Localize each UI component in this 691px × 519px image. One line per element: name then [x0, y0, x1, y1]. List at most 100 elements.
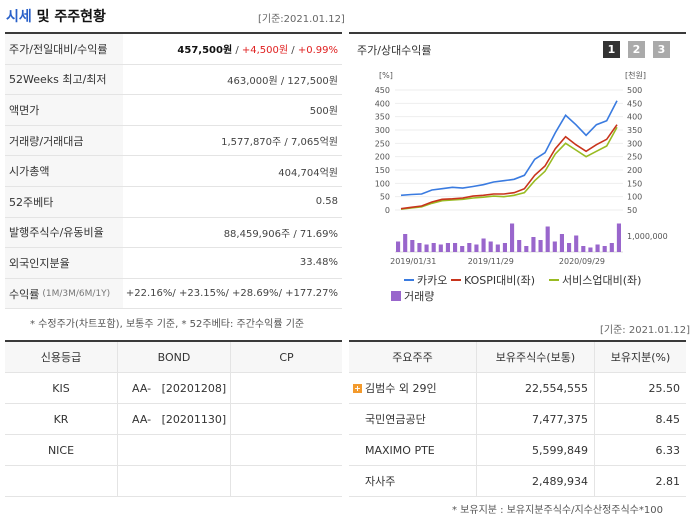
- bond-date: [20201130]: [161, 412, 227, 426]
- shares-cell: 7,477,375: [477, 404, 595, 434]
- legend-swatch: [391, 291, 401, 301]
- quote-row-volume: 거래량/거래대금 1,577,870주 / 7,065억원: [5, 125, 342, 157]
- quote-label: 52Weeks 최고/최저: [5, 64, 123, 95]
- table-row: 국민연금공단 7,477,375 8.45: [349, 404, 686, 435]
- quote-table: 주가/전일대비/수익률 457,500원 / +4,500원 / +0.99% …: [5, 32, 342, 310]
- pct-cell: 8.45: [655, 412, 681, 426]
- separator: /: [288, 45, 298, 57]
- volume-bar: [396, 241, 401, 252]
- separator: /: [232, 45, 242, 57]
- credit-rating-table: 신용등급 BOND CP KIS AA- [20201208] KR AA- […: [5, 340, 342, 497]
- quote-value: 500원: [309, 106, 338, 118]
- left-tick-label: 100: [375, 179, 390, 188]
- quote-label: 52주베타: [5, 186, 123, 217]
- quote-row-returns: 수익률 (1M/3M/6M/1Y) +22.16%/ +23.15%/ +28.…: [5, 278, 342, 310]
- right-tick-label: 350: [627, 126, 642, 135]
- left-axis-unit: [%]: [379, 71, 393, 80]
- volume-bar: [552, 241, 557, 252]
- volume-bar: [538, 240, 543, 252]
- quote-row-market-cap: 시가총액 404,704억원: [5, 156, 342, 187]
- volume-bar: [595, 244, 600, 252]
- quote-label: 발행주식수/유동비율: [5, 217, 123, 248]
- pct-cell: 2.81: [655, 474, 681, 488]
- chart-title: 주가/상대수익률: [357, 44, 432, 57]
- page-title-highlight: 시세: [6, 9, 32, 25]
- bond-grade: AA-: [132, 412, 152, 426]
- column-header: BOND: [118, 342, 231, 372]
- chart-page-3-button[interactable]: 3: [653, 41, 670, 58]
- left-tick-label: 50: [380, 193, 390, 202]
- right-tick-label: 450: [627, 99, 642, 108]
- return-6m: +28.69%: [232, 288, 279, 300]
- holders-footnote: * 보유지분 : 보유지분주식수/지수산정주식수*100: [452, 505, 663, 516]
- left-tick-label: 200: [375, 153, 390, 162]
- legend-service: 서비스업대비(좌): [549, 272, 641, 288]
- quote-row-shares: 발행주식수/유동비율 88,459,906주 / 71.69%: [5, 217, 342, 249]
- left-tick-label: 250: [375, 139, 390, 148]
- agency-cell: KR: [5, 404, 118, 434]
- volume-tick-label: 1,000,000: [627, 232, 668, 241]
- right-axis-unit: [천원]: [625, 70, 646, 80]
- volume-bar: [424, 244, 429, 252]
- returns-periods: (1M/3M/6M/1Y): [42, 288, 111, 299]
- legend-volume: 거래량: [391, 288, 434, 304]
- shares-cell: 22,554,555: [477, 373, 595, 403]
- quote-row-foreign: 외국인지분율 33.48%: [5, 248, 342, 279]
- volume-bar: [495, 244, 500, 252]
- chart-page-1-button[interactable]: 1: [603, 41, 620, 58]
- column-header: 주요주주: [349, 342, 477, 372]
- chart-panel: 주가/상대수익률 1 2 3 [%] [천원] 450 500 400 450 350 400…: [349, 32, 686, 303]
- quote-value: +22.16%/ +23.15%/ +28.69%/ +177.27%: [125, 288, 338, 300]
- column-header: 보유주식수(보통): [477, 342, 595, 372]
- holder-name-cell: MAXIMO PTE: [349, 435, 477, 465]
- quote-value: 0.58: [315, 196, 338, 208]
- table-row: MAXIMO PTE 5,599,849 6.33: [349, 435, 686, 466]
- return-3m: +23.15%: [178, 288, 226, 300]
- right-tick-label: 300: [627, 139, 642, 148]
- quote-label: 외국인지분율: [5, 248, 123, 278]
- right-tick-label: 200: [627, 166, 642, 175]
- cp-cell: [231, 466, 342, 496]
- volume-bar: [602, 246, 607, 252]
- quote-row-52weeks: 52Weeks 최고/최저 463,000원 / 127,500원: [5, 64, 342, 96]
- bond-cell: AA- [20201208]: [118, 373, 231, 403]
- expand-icon[interactable]: +: [353, 383, 362, 393]
- volume-bar: [417, 243, 422, 252]
- quote-value: 33.48%: [299, 257, 338, 269]
- quote-row-par-value: 액면가 500원: [5, 95, 342, 126]
- legend-swatch: [451, 279, 461, 281]
- bond-date: [20201208]: [161, 381, 227, 395]
- left-tick-label: 150: [375, 166, 390, 175]
- quote-label: 수익률 (1M/3M/6M/1Y): [5, 278, 123, 309]
- volume-bar: [445, 243, 450, 252]
- volume-bar: [524, 246, 529, 252]
- holder-name: 김범수 외 29인: [365, 382, 437, 395]
- volume-bar: [531, 237, 536, 252]
- quote-label: 거래량/거래대금: [5, 125, 123, 156]
- cp-cell: [231, 435, 342, 465]
- volume-bar: [474, 244, 479, 252]
- volume-bar: [410, 240, 415, 252]
- volume-bar: [559, 234, 564, 252]
- right-tick-label: 500: [627, 86, 642, 95]
- chart-page-2-button[interactable]: 2: [628, 41, 645, 58]
- left-tick-label: 300: [375, 126, 390, 135]
- quote-value: 457,500원 / +4,500원 / +0.99%: [123, 41, 342, 56]
- volume-bar: [431, 243, 436, 252]
- volume-bar: [467, 243, 472, 252]
- series-line-kospi: [400, 124, 618, 210]
- volume-bar: [581, 246, 586, 252]
- cp-cell: [231, 404, 342, 434]
- volume-bar: [588, 247, 593, 252]
- shares-cell: 5,599,849: [477, 435, 595, 465]
- bond-cell: [118, 435, 231, 465]
- legend-label: 서비스업대비(좌): [562, 274, 642, 287]
- volume-bar: [545, 226, 550, 252]
- shares-cell: 2,489,934: [477, 466, 595, 496]
- holder-name-cell: + 김범수 외 29인: [349, 373, 477, 403]
- x-tick-label: 2019/11/29: [468, 257, 514, 266]
- quote-value: 404,704억원: [278, 167, 338, 179]
- left-tick-label: 0: [385, 206, 390, 215]
- legend-label: 카카오: [417, 274, 448, 287]
